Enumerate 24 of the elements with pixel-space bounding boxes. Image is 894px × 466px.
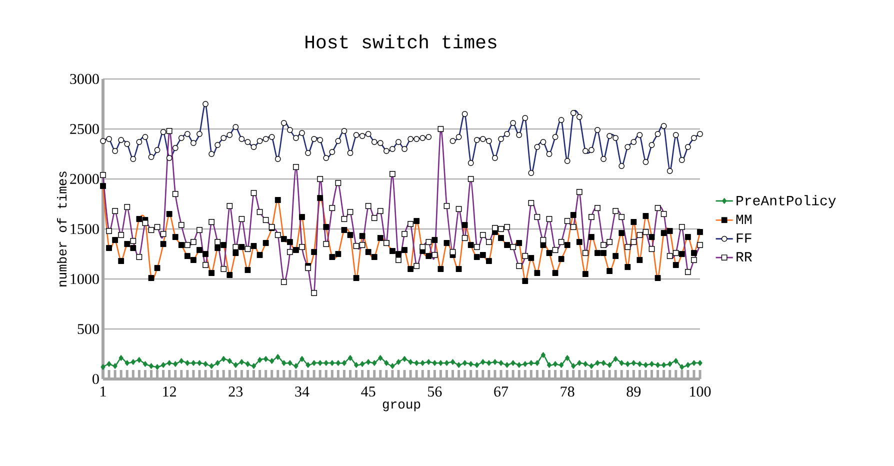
y-tick-label: 3000 — [70, 74, 99, 84]
y-tick-label: 2000 — [70, 174, 99, 184]
y-tick-label: 1500 — [70, 224, 99, 234]
legend-label: RR — [736, 252, 752, 262]
x-tick-label: 45 — [361, 386, 376, 397]
x-tick-label: 89 — [626, 386, 641, 397]
y-axis-title: number of times — [57, 172, 67, 286]
x-tick-label: 1 — [100, 386, 106, 396]
x-tick-label: 12 — [163, 386, 176, 396]
y-tick-label: 1000 — [70, 274, 99, 284]
x-tick-label: 100 — [690, 386, 711, 397]
y-tick-label: 0 — [92, 374, 99, 384]
x-axis-title: group — [382, 402, 420, 412]
legend-label: MM — [736, 214, 752, 224]
x-tick-label: 56 — [428, 386, 442, 397]
x-tick-label: 34 — [295, 386, 310, 397]
x-tick-label: 23 — [228, 386, 243, 397]
legend-label: PreAntPolicy — [736, 195, 836, 208]
y-tick-label: 500 — [78, 324, 99, 334]
chart-title: Host switch times — [306, 34, 496, 48]
x-tick-label: 78 — [560, 386, 574, 397]
y-tick-label: 2500 — [70, 124, 99, 134]
legend-label: FF — [736, 233, 752, 243]
x-tick-label: 67 — [494, 386, 508, 397]
